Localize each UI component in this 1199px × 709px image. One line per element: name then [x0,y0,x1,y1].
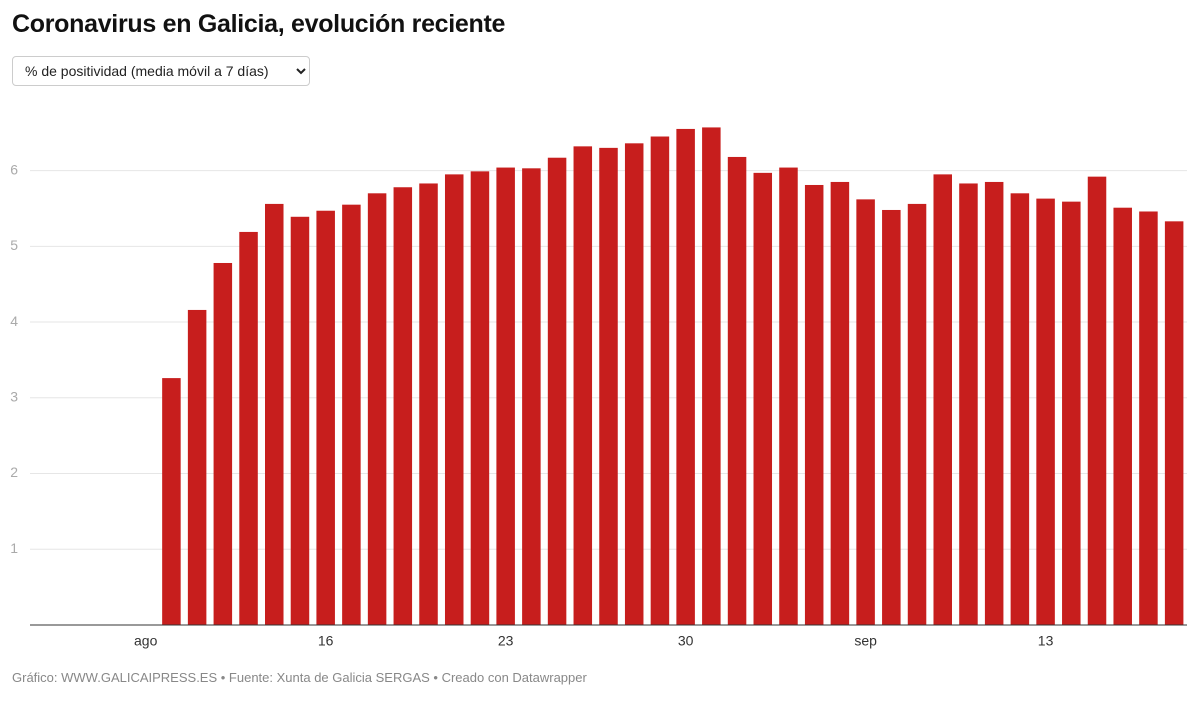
bar [650,136,670,625]
bar [522,168,541,626]
footer: Gráfico: WWW.GALICAIPRESS.ES • Fuente: X… [12,670,587,685]
x-tick-label: ago [134,633,158,649]
y-tick-label: 5 [10,237,18,253]
bar [496,167,515,625]
chart-title: Coronavirus en Galicia, evolución recien… [12,10,506,38]
bar [933,174,953,625]
bar [804,184,824,625]
bar [856,199,875,625]
metric-dropdown[interactable]: % de positividad (media móvil a 7 días) [12,56,310,86]
bar [1087,176,1107,625]
bar [753,172,773,625]
x-tick-label: 16 [318,633,334,649]
bar [290,216,310,626]
bar [1164,221,1184,626]
x-tick-label: 23 [498,633,514,649]
bar [547,157,567,625]
y-tick-label: 2 [10,464,18,480]
bar [1036,198,1055,625]
bar [393,187,413,625]
bar [599,147,618,625]
bar [959,183,978,625]
x-tick-label: 30 [678,633,694,649]
bar [1139,211,1158,625]
x-tick-label: sep [854,633,877,649]
bar [187,309,207,625]
bar [444,174,464,625]
bar [624,143,644,625]
bar [882,209,901,625]
y-tick-label: 3 [10,388,18,404]
bar [1113,207,1132,625]
y-tick-label: 6 [10,161,18,177]
y-tick-label: 1 [10,540,18,556]
bar [907,203,927,626]
bar [1062,201,1081,625]
bar [727,156,747,626]
bar [316,210,335,625]
bar [1010,193,1030,625]
bar [830,181,850,625]
bar [239,231,258,625]
bar [779,167,798,625]
bar [676,128,695,625]
x-tick-label: 13 [1038,633,1054,649]
bar [984,181,1004,625]
bar [367,193,387,625]
bar [342,204,361,625]
y-tick-label: 4 [10,313,18,329]
bar [419,183,438,625]
bar [573,146,593,625]
bar [702,127,721,625]
bar [264,203,284,626]
bar [162,378,181,625]
bar [213,262,233,625]
bar [470,171,490,625]
